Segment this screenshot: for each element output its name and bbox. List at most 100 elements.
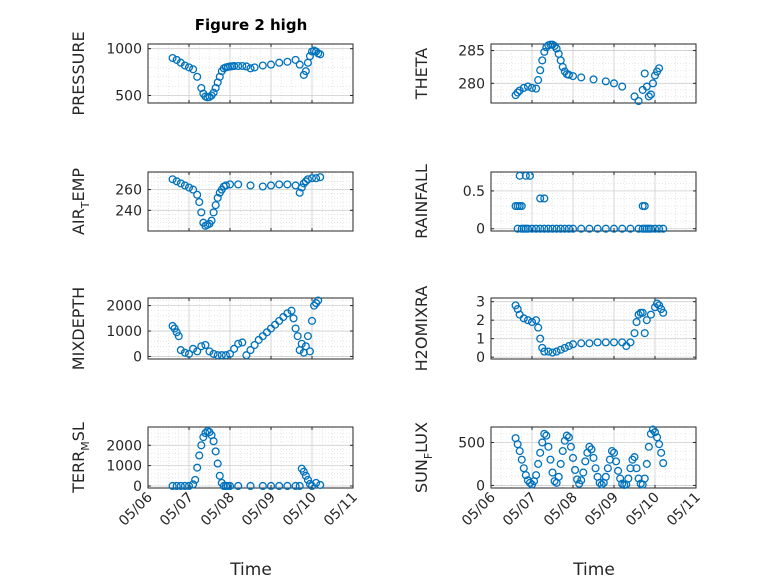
y-tick-label: 0: [476, 350, 485, 366]
data-point: [540, 347, 549, 356]
data-point: [193, 347, 202, 356]
x-axis-label-left: Time: [229, 560, 272, 580]
data-point: [209, 437, 218, 446]
data-series: [511, 299, 668, 357]
axes-box: [147, 171, 354, 232]
plot-area: [491, 44, 696, 103]
data-point: [626, 338, 635, 347]
data-series: [168, 46, 325, 102]
tick-marks: [147, 44, 354, 103]
data-point: [640, 329, 649, 338]
data-point: [659, 308, 668, 317]
y-tick-label: 0.5: [463, 184, 485, 200]
data-point: [564, 70, 573, 79]
y-tick-label: 260: [115, 183, 142, 199]
data-point: [246, 181, 255, 190]
x-tick-label: 05/09: [239, 490, 279, 530]
data-point: [250, 63, 259, 72]
axes-box: [490, 171, 697, 232]
data-point: [525, 478, 534, 487]
x-axis-label-right: Time: [572, 560, 615, 580]
data-point: [618, 224, 627, 233]
data-point: [517, 201, 526, 211]
data-point: [652, 299, 662, 308]
data-point: [640, 69, 649, 78]
data-point: [189, 344, 198, 353]
y-tick-label: 0: [476, 478, 485, 494]
data-point: [585, 339, 594, 348]
data-point: [307, 174, 317, 183]
chart-mixdepth: 0 1000 2000 MIXDEPTH: [69, 287, 354, 370]
chart-pressure: 500 1000 PRESSURE: [69, 31, 354, 116]
data-point: [316, 173, 325, 182]
data-point: [601, 224, 610, 233]
data-point: [209, 88, 218, 97]
data-point: [184, 183, 194, 192]
data-point: [548, 348, 557, 357]
data-point: [174, 332, 183, 341]
data-point: [523, 316, 532, 325]
data-point: [193, 463, 202, 472]
data-point: [544, 224, 553, 233]
data-point: [556, 345, 565, 354]
x-tick-label: 05/11: [321, 490, 361, 530]
data-point: [287, 306, 296, 315]
data-point: [609, 224, 619, 233]
data-point: [316, 480, 325, 490]
data-point: [305, 347, 315, 356]
data-point: [303, 332, 312, 341]
data-point: [291, 481, 300, 491]
data-point: [589, 453, 598, 462]
y-tick-label: 1000: [106, 324, 142, 340]
data-point: [211, 201, 220, 210]
data-point: [642, 459, 651, 468]
y-axis-label: H2OMIXRA: [412, 286, 431, 372]
plot-area: [491, 172, 696, 231]
tick-marks: [147, 172, 354, 231]
data-point: [213, 193, 222, 202]
x-tick-label: 05/07: [157, 490, 197, 530]
data-series: [511, 40, 664, 106]
chart-h2omixra: 0 1 2 3 H2OMIXRA: [412, 286, 697, 372]
data-point: [238, 61, 247, 71]
data-point: [230, 61, 239, 71]
data-point: [577, 73, 586, 82]
data-point: [536, 334, 545, 343]
data-point: [532, 316, 541, 325]
data-point: [184, 481, 194, 491]
data-point: [542, 431, 551, 440]
tick-marks: [490, 44, 697, 103]
data-point: [564, 433, 573, 442]
data-point: [283, 180, 292, 189]
y-tick-label: 0: [476, 222, 485, 238]
y-axis-label: RAINFALL: [412, 164, 431, 239]
data-point: [184, 63, 194, 72]
data-point: [552, 347, 561, 356]
minor-grid: [147, 427, 354, 488]
data-point: [209, 208, 218, 217]
data-point: [289, 314, 298, 323]
axes-box: [490, 297, 697, 360]
data-point: [646, 90, 655, 99]
data-point: [291, 55, 300, 64]
data-point: [197, 441, 206, 450]
data-point: [225, 180, 235, 189]
data-point: [536, 66, 545, 75]
data-point: [630, 329, 639, 338]
data-point: [242, 62, 251, 71]
data-point: [180, 61, 189, 70]
data-point: [548, 468, 557, 477]
data-point: [618, 82, 627, 91]
data-point: [632, 464, 641, 473]
data-point: [552, 44, 561, 53]
data-point: [299, 179, 308, 188]
data-point: [168, 53, 177, 63]
data-point: [650, 428, 660, 437]
data-point: [513, 224, 522, 233]
data-point: [527, 83, 537, 92]
data-point: [312, 174, 321, 183]
chart-sun-flux: 0 500 05/06 05/07 05/08 05/09 05/10 05/11 SUNFLU…: [412, 422, 704, 529]
data-point: [632, 317, 641, 327]
y-tick-label: 500: [115, 89, 142, 105]
data-point: [558, 62, 567, 71]
